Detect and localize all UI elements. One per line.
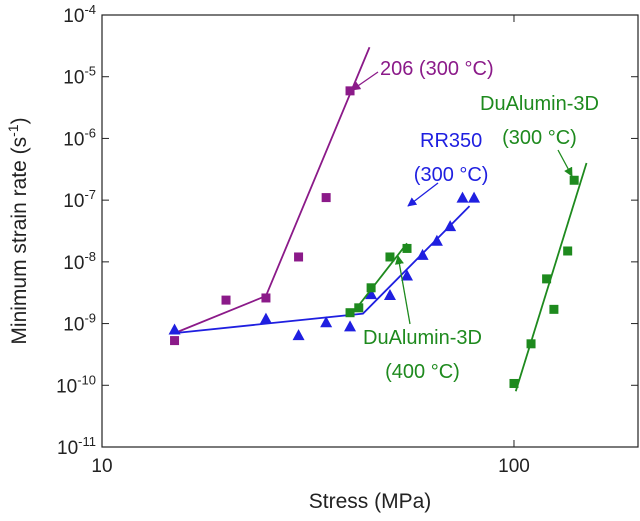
annotation: RR350	[420, 130, 482, 152]
data-point	[345, 86, 355, 96]
data-point	[526, 339, 536, 349]
data-point	[345, 308, 355, 318]
data-point	[444, 220, 457, 232]
data-point	[549, 304, 559, 314]
data-point	[292, 329, 305, 341]
y-tick-label: 10-11	[57, 434, 96, 459]
y-tick-label: 10-8	[63, 249, 96, 274]
data-point	[321, 193, 331, 203]
y-tick-label: 10-5	[63, 64, 96, 89]
fit-line	[514, 162, 588, 392]
annotation-arrow	[557, 149, 573, 177]
annotation-arrow	[394, 255, 411, 325]
data-point	[456, 191, 469, 203]
annotation: (400 °C)	[385, 361, 460, 383]
data-point	[468, 191, 481, 203]
data-point	[344, 320, 357, 332]
data-point	[563, 246, 573, 256]
x-tick-label: 10	[91, 456, 112, 477]
fit-line	[174, 46, 371, 334]
data-point	[401, 269, 414, 281]
annotation: DuAlumin-3D	[363, 327, 482, 349]
data-point	[430, 234, 443, 246]
data-point	[170, 336, 180, 346]
data-point	[402, 243, 412, 253]
data-point	[365, 288, 378, 300]
data-point	[259, 312, 272, 324]
y-tick-label: 10-7	[63, 187, 96, 212]
data-point	[542, 274, 552, 284]
data-point	[416, 248, 429, 260]
y-tick-label: 10-10	[56, 372, 96, 397]
fit-line	[174, 205, 471, 335]
annotation: 206 (300 °C)	[380, 58, 494, 80]
annotation-arrow	[351, 71, 379, 91]
x-tick-label: 100	[498, 456, 530, 477]
data-point	[261, 293, 271, 303]
y-tick-label: 10-9	[63, 311, 96, 336]
data-point	[569, 175, 579, 185]
y-tick-label: 10-4	[63, 2, 96, 27]
data-point	[366, 283, 376, 293]
data-point	[294, 252, 304, 262]
annotation: (300 °C)	[414, 164, 489, 186]
y-tick-label: 10-6	[63, 125, 96, 150]
data-point	[221, 295, 231, 305]
data-point	[320, 316, 333, 328]
y-axis-label: Minimum strain rate (s-1)	[5, 117, 31, 344]
data-point	[385, 252, 395, 262]
annotation-arrow	[407, 182, 439, 207]
plot-frame	[101, 14, 639, 448]
data-point	[509, 378, 519, 388]
annotation: DuAlumin-3D	[480, 93, 599, 115]
data-point	[354, 303, 364, 313]
data-point	[168, 323, 181, 335]
annotation: (300 °C)	[502, 127, 577, 149]
x-axis-label: Stress (MPa)	[309, 490, 432, 513]
data-point	[383, 289, 396, 301]
